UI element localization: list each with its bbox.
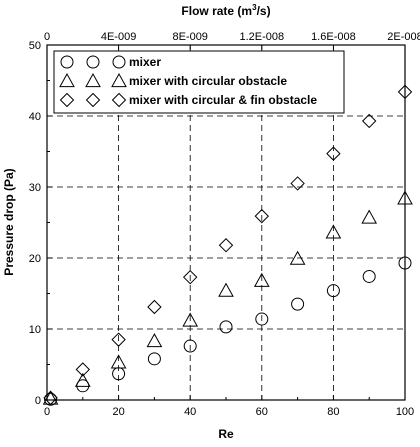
legend-circle-symbol <box>112 55 126 69</box>
triangle-data-point <box>325 224 342 239</box>
diamond-data-point <box>43 390 58 406</box>
diamond-data-point <box>218 238 234 253</box>
x-tick-label: 0 <box>44 406 50 418</box>
triangle-data-point <box>74 372 91 387</box>
legend-label: mixer <box>129 55 161 69</box>
top-axis-title: Flow rate (m3/s) <box>181 3 270 18</box>
circle-data-point <box>183 339 197 353</box>
data-marks <box>42 84 413 406</box>
top-axis-title-sup: 3 <box>252 3 257 12</box>
triangle-data-point <box>218 282 234 297</box>
circle-data-point <box>147 352 161 366</box>
x-axis-title: Re <box>218 427 234 441</box>
x2-tick-label: 2E-008 <box>387 31 420 43</box>
circle-data-point <box>219 320 233 334</box>
legend-label: mixer with circular obstacle <box>129 74 287 88</box>
y-tick-label: 10 <box>29 324 41 336</box>
triangle-data-point <box>289 250 306 265</box>
y-tick-label: 40 <box>29 111 41 123</box>
legend-box <box>53 50 345 114</box>
legend-triangle-symbol <box>59 72 75 88</box>
legend-diamond-symbol <box>85 92 101 108</box>
circle-data-point <box>76 379 90 393</box>
diamond-data-point <box>111 332 126 347</box>
y-tick-label: 50 <box>29 40 41 52</box>
x-tick-label: 20 <box>112 406 124 418</box>
legend-circle-symbol <box>60 55 74 69</box>
grid <box>47 45 405 400</box>
triangle-data-point <box>182 312 199 327</box>
legend-label: mixer with circular & fin obstacle <box>129 93 317 107</box>
triangle-data-point <box>110 354 127 369</box>
diamond-data-point <box>254 208 270 224</box>
x2-tick-label: 8E-009 <box>172 31 207 43</box>
legend: mixer mixer with circular obstacle mixer w… <box>53 50 345 114</box>
circle-data-point <box>326 284 340 298</box>
diamond-data-point <box>75 362 91 377</box>
triangle-data-point <box>397 190 413 205</box>
diamond-data-point <box>361 113 377 129</box>
top-axis-title-end: /s) <box>257 4 271 18</box>
x2-tick-label: 0 <box>44 31 50 43</box>
circle-data-point <box>255 312 269 326</box>
y-tick-label: 20 <box>29 253 41 265</box>
circle-data-point <box>291 297 305 311</box>
x-tick-label: 100 <box>396 406 414 418</box>
legend-diamond-symbol <box>111 92 127 108</box>
x-tick-label: 60 <box>256 406 268 418</box>
x2-tick-label: 4E-009 <box>101 31 136 43</box>
circle-data-point <box>398 256 412 270</box>
legend-triangle-symbol <box>111 72 127 88</box>
diamond-data-point <box>290 176 305 191</box>
legend-circle-symbol <box>86 55 100 69</box>
triangle-data-point <box>361 209 378 224</box>
legend-triangle-symbol <box>85 72 101 88</box>
x2-tick-label: 1.6E-008 <box>311 31 356 43</box>
circle-data-point <box>362 269 376 283</box>
legend-diamond-symbol <box>59 92 75 108</box>
y-axis-title: Pressure drop (Pa) <box>2 168 16 275</box>
top-axis-title-main: Flow rate (m <box>181 4 252 18</box>
triangle-data-point <box>146 333 163 348</box>
diamond-data-point <box>397 84 413 100</box>
x-tick-label: 40 <box>184 406 196 418</box>
y-tick-label: 0 <box>35 395 41 407</box>
triangle-data-point <box>253 272 270 287</box>
diamond-data-point <box>326 146 341 161</box>
y-tick-label: 30 <box>29 182 41 194</box>
circle-data-point <box>44 392 58 406</box>
x2-tick-label: 1.2E-008 <box>239 31 284 43</box>
x-tick-label: 80 <box>327 406 339 418</box>
diamond-data-point <box>182 269 198 285</box>
diamond-data-point <box>147 299 162 315</box>
